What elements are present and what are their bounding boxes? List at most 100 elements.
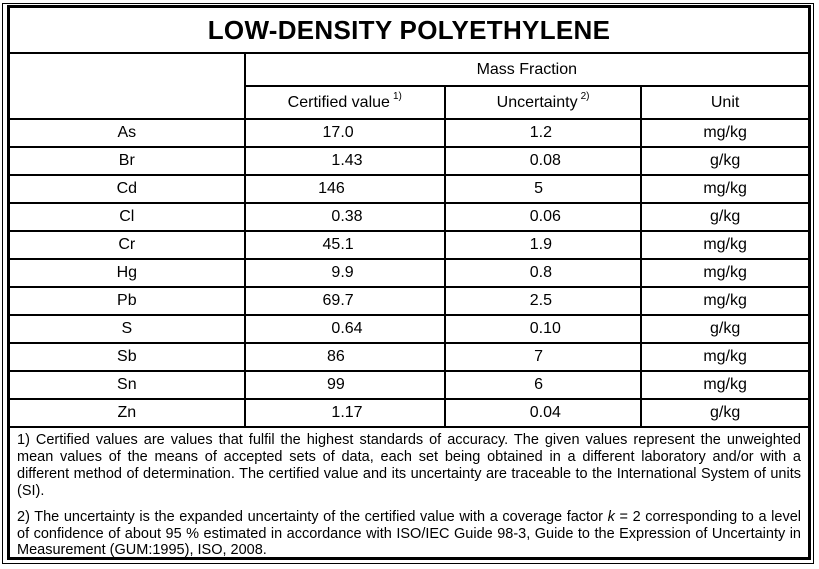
footnote-2-prefix: 2) The uncertainty is the expanded uncer… <box>17 508 608 525</box>
unit-cell: mg/kg <box>641 119 808 148</box>
table-row: Cd 146 5 mg/kg <box>10 175 808 204</box>
unit-cell: g/kg <box>641 203 808 232</box>
unit-cell: mg/kg <box>641 343 808 372</box>
uncertainty-cell: 5 <box>444 175 643 204</box>
element-cell: Cr <box>10 231 246 260</box>
certified-value-label: Certified value <box>287 93 390 111</box>
certified-value: 0. 38 <box>331 208 363 225</box>
certified-value: 146 <box>318 180 345 197</box>
certified-value: 1. 17 <box>331 404 363 421</box>
certified-value-cell: 86 <box>244 343 446 372</box>
certified-value-cell: 1. 43 <box>244 147 446 176</box>
certified-value-cell: 99 <box>244 371 446 400</box>
footnote-2: 2) The uncertainty is the expanded uncer… <box>17 509 801 560</box>
element-cell: Hg <box>10 259 246 288</box>
certified-value: 1. 43 <box>331 152 363 169</box>
footnote-2-marker: 2) <box>580 91 590 103</box>
footnotes-section: 1) Certified values are values that fulf… <box>10 428 808 568</box>
coverage-factor-k: k <box>607 508 615 525</box>
column-header-unit: Unit <box>641 86 808 120</box>
unit-cell: mg/kg <box>641 175 808 204</box>
certified-value-cell: 17. 0 <box>244 119 446 148</box>
uncertainty-cell: 0. 04 <box>444 399 643 428</box>
uncertainty-cell: 7 <box>444 343 643 372</box>
uncertainty-value: 0. 04 <box>529 404 561 421</box>
certified-value-cell: 1. 17 <box>244 399 446 428</box>
certified-value-cell: 69. 7 <box>244 287 446 316</box>
element-cell: S <box>10 315 246 344</box>
certified-values-table: LOW-DENSITY POLYETHYLENE Mass Fraction C… <box>10 8 808 428</box>
uncertainty-cell: 0. 10 <box>444 315 643 344</box>
unit-cell: mg/kg <box>641 259 808 288</box>
uncertainty-value: 0. 10 <box>529 320 561 337</box>
certificate-table-frame: LOW-DENSITY POLYETHYLENE Mass Fraction C… <box>7 5 811 560</box>
column-header-certified-value: Certified value 1) <box>244 86 446 120</box>
uncertainty-value: 5 <box>534 180 544 197</box>
title-row: LOW-DENSITY POLYETHYLENE <box>10 8 808 54</box>
uncertainty-value: 0. 06 <box>529 208 561 225</box>
certified-value-cell: 0. 64 <box>244 315 446 344</box>
footnote-1: 1) Certified values are values that fulf… <box>17 432 801 499</box>
uncertainty-cell: 0. 06 <box>444 203 643 232</box>
certified-value: 0. 64 <box>331 320 363 337</box>
table-row: Cl 0. 38 0. 06 g/kg <box>10 203 808 232</box>
element-cell: Pb <box>10 287 246 316</box>
uncertainty-value: 2. 5 <box>529 292 552 309</box>
unit-cell: mg/kg <box>641 231 808 260</box>
certified-value: 17. 0 <box>322 124 354 141</box>
uncertainty-cell: 1. 2 <box>444 119 643 148</box>
uncertainty-cell: 1. 9 <box>444 231 643 260</box>
table-body: As 17. 0 1. 2 mg/kg Br 1. 43 0. 08 g/kg Cd 1… <box>10 119 808 428</box>
element-cell: Sn <box>10 371 246 400</box>
certified-value: 9. 9 <box>331 264 354 281</box>
page-title: LOW-DENSITY POLYETHYLENE <box>10 8 808 54</box>
unit-cell: g/kg <box>641 399 808 428</box>
certified-value: 86 <box>326 348 345 365</box>
table-row: Sb 86 7 mg/kg <box>10 343 808 372</box>
table-row: Cr 45. 1 1. 9 mg/kg <box>10 231 808 260</box>
certified-value-cell: 0. 38 <box>244 203 446 232</box>
element-cell: Sb <box>10 343 246 372</box>
element-column-corner-cell <box>10 53 246 120</box>
certified-value: 99 <box>326 376 345 393</box>
table-row: Hg 9. 9 0. 8 mg/kg <box>10 259 808 288</box>
table-row: S 0. 64 0. 10 g/kg <box>10 315 808 344</box>
unit-cell: mg/kg <box>641 371 808 400</box>
outer-thin-border <box>2 3 814 564</box>
group-header-mass-fraction: Mass Fraction <box>244 53 808 87</box>
element-cell: Cd <box>10 175 246 204</box>
certified-value: 69. 7 <box>322 292 354 309</box>
uncertainty-cell: 0. 8 <box>444 259 643 288</box>
uncertainty-cell: 6 <box>444 371 643 400</box>
unit-cell: g/kg <box>641 147 808 176</box>
footnote-1-marker: 1) <box>392 91 402 103</box>
uncertainty-value: 0. 08 <box>529 152 561 169</box>
column-header-uncertainty: Uncertainty 2) <box>444 86 643 120</box>
element-cell: Br <box>10 147 246 176</box>
column-header-row: Certified value 1) Uncertainty 2) Unit <box>10 86 808 120</box>
uncertainty-value: 0. 8 <box>529 264 552 281</box>
certified-value-cell: 146 <box>244 175 446 204</box>
uncertainty-cell: 2. 5 <box>444 287 643 316</box>
table-row: Zn 1. 17 0. 04 g/kg <box>10 399 808 428</box>
uncertainty-value: 6 <box>534 376 544 393</box>
uncertainty-value: 1. 2 <box>529 124 552 141</box>
uncertainty-label: Uncertainty <box>496 93 578 111</box>
group-header-row: Mass Fraction <box>10 53 808 120</box>
footnote-2-suffix: = 2 corresponding to a level of confiden… <box>17 508 802 559</box>
certified-value: 45. 1 <box>322 236 354 253</box>
uncertainty-value: 1. 9 <box>529 236 552 253</box>
unit-cell: mg/kg <box>641 287 808 316</box>
certified-value-cell: 45. 1 <box>244 231 446 260</box>
table-row: Sn 99 6 mg/kg <box>10 371 808 400</box>
table-row: Br 1. 43 0. 08 g/kg <box>10 147 808 176</box>
certified-value-cell: 9. 9 <box>244 259 446 288</box>
uncertainty-value: 7 <box>534 348 544 365</box>
table-row: As 17. 0 1. 2 mg/kg <box>10 119 808 148</box>
element-cell: Zn <box>10 399 246 428</box>
table-row: Pb 69. 7 2. 5 mg/kg <box>10 287 808 316</box>
uncertainty-cell: 0. 08 <box>444 147 643 176</box>
element-cell: As <box>10 119 246 148</box>
element-cell: Cl <box>10 203 246 232</box>
